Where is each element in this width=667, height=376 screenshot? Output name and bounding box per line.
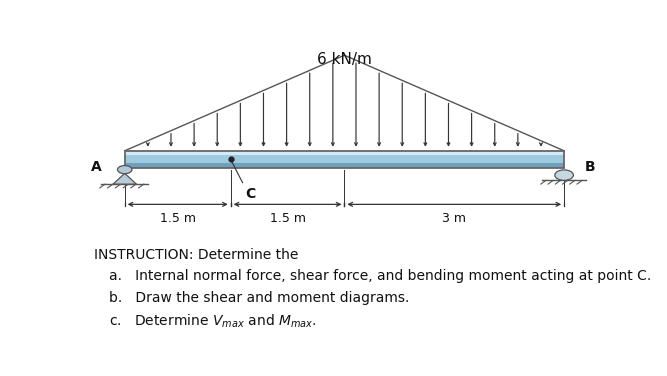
Circle shape bbox=[555, 170, 574, 180]
Text: C: C bbox=[245, 187, 255, 201]
Text: a.   Internal normal force, shear force, and bending moment acting at point C.: a. Internal normal force, shear force, a… bbox=[109, 270, 652, 284]
Circle shape bbox=[117, 165, 132, 174]
Text: 6 kN/m: 6 kN/m bbox=[317, 52, 372, 67]
Text: B: B bbox=[585, 160, 595, 174]
FancyBboxPatch shape bbox=[125, 151, 564, 155]
Text: b.   Draw the shear and moment diagrams.: b. Draw the shear and moment diagrams. bbox=[109, 291, 410, 305]
Text: INSTRUCTION: Determine the: INSTRUCTION: Determine the bbox=[93, 248, 298, 262]
Text: c.   Determine $V_{max}$ and $M_{max}.$: c. Determine $V_{max}$ and $M_{max}.$ bbox=[109, 313, 317, 331]
Text: 1.5 m: 1.5 m bbox=[269, 212, 305, 224]
Text: A: A bbox=[91, 160, 101, 174]
FancyBboxPatch shape bbox=[125, 163, 564, 168]
Polygon shape bbox=[113, 173, 136, 184]
FancyBboxPatch shape bbox=[125, 155, 564, 163]
Text: 1.5 m: 1.5 m bbox=[159, 212, 195, 224]
Text: 3 m: 3 m bbox=[442, 212, 466, 224]
